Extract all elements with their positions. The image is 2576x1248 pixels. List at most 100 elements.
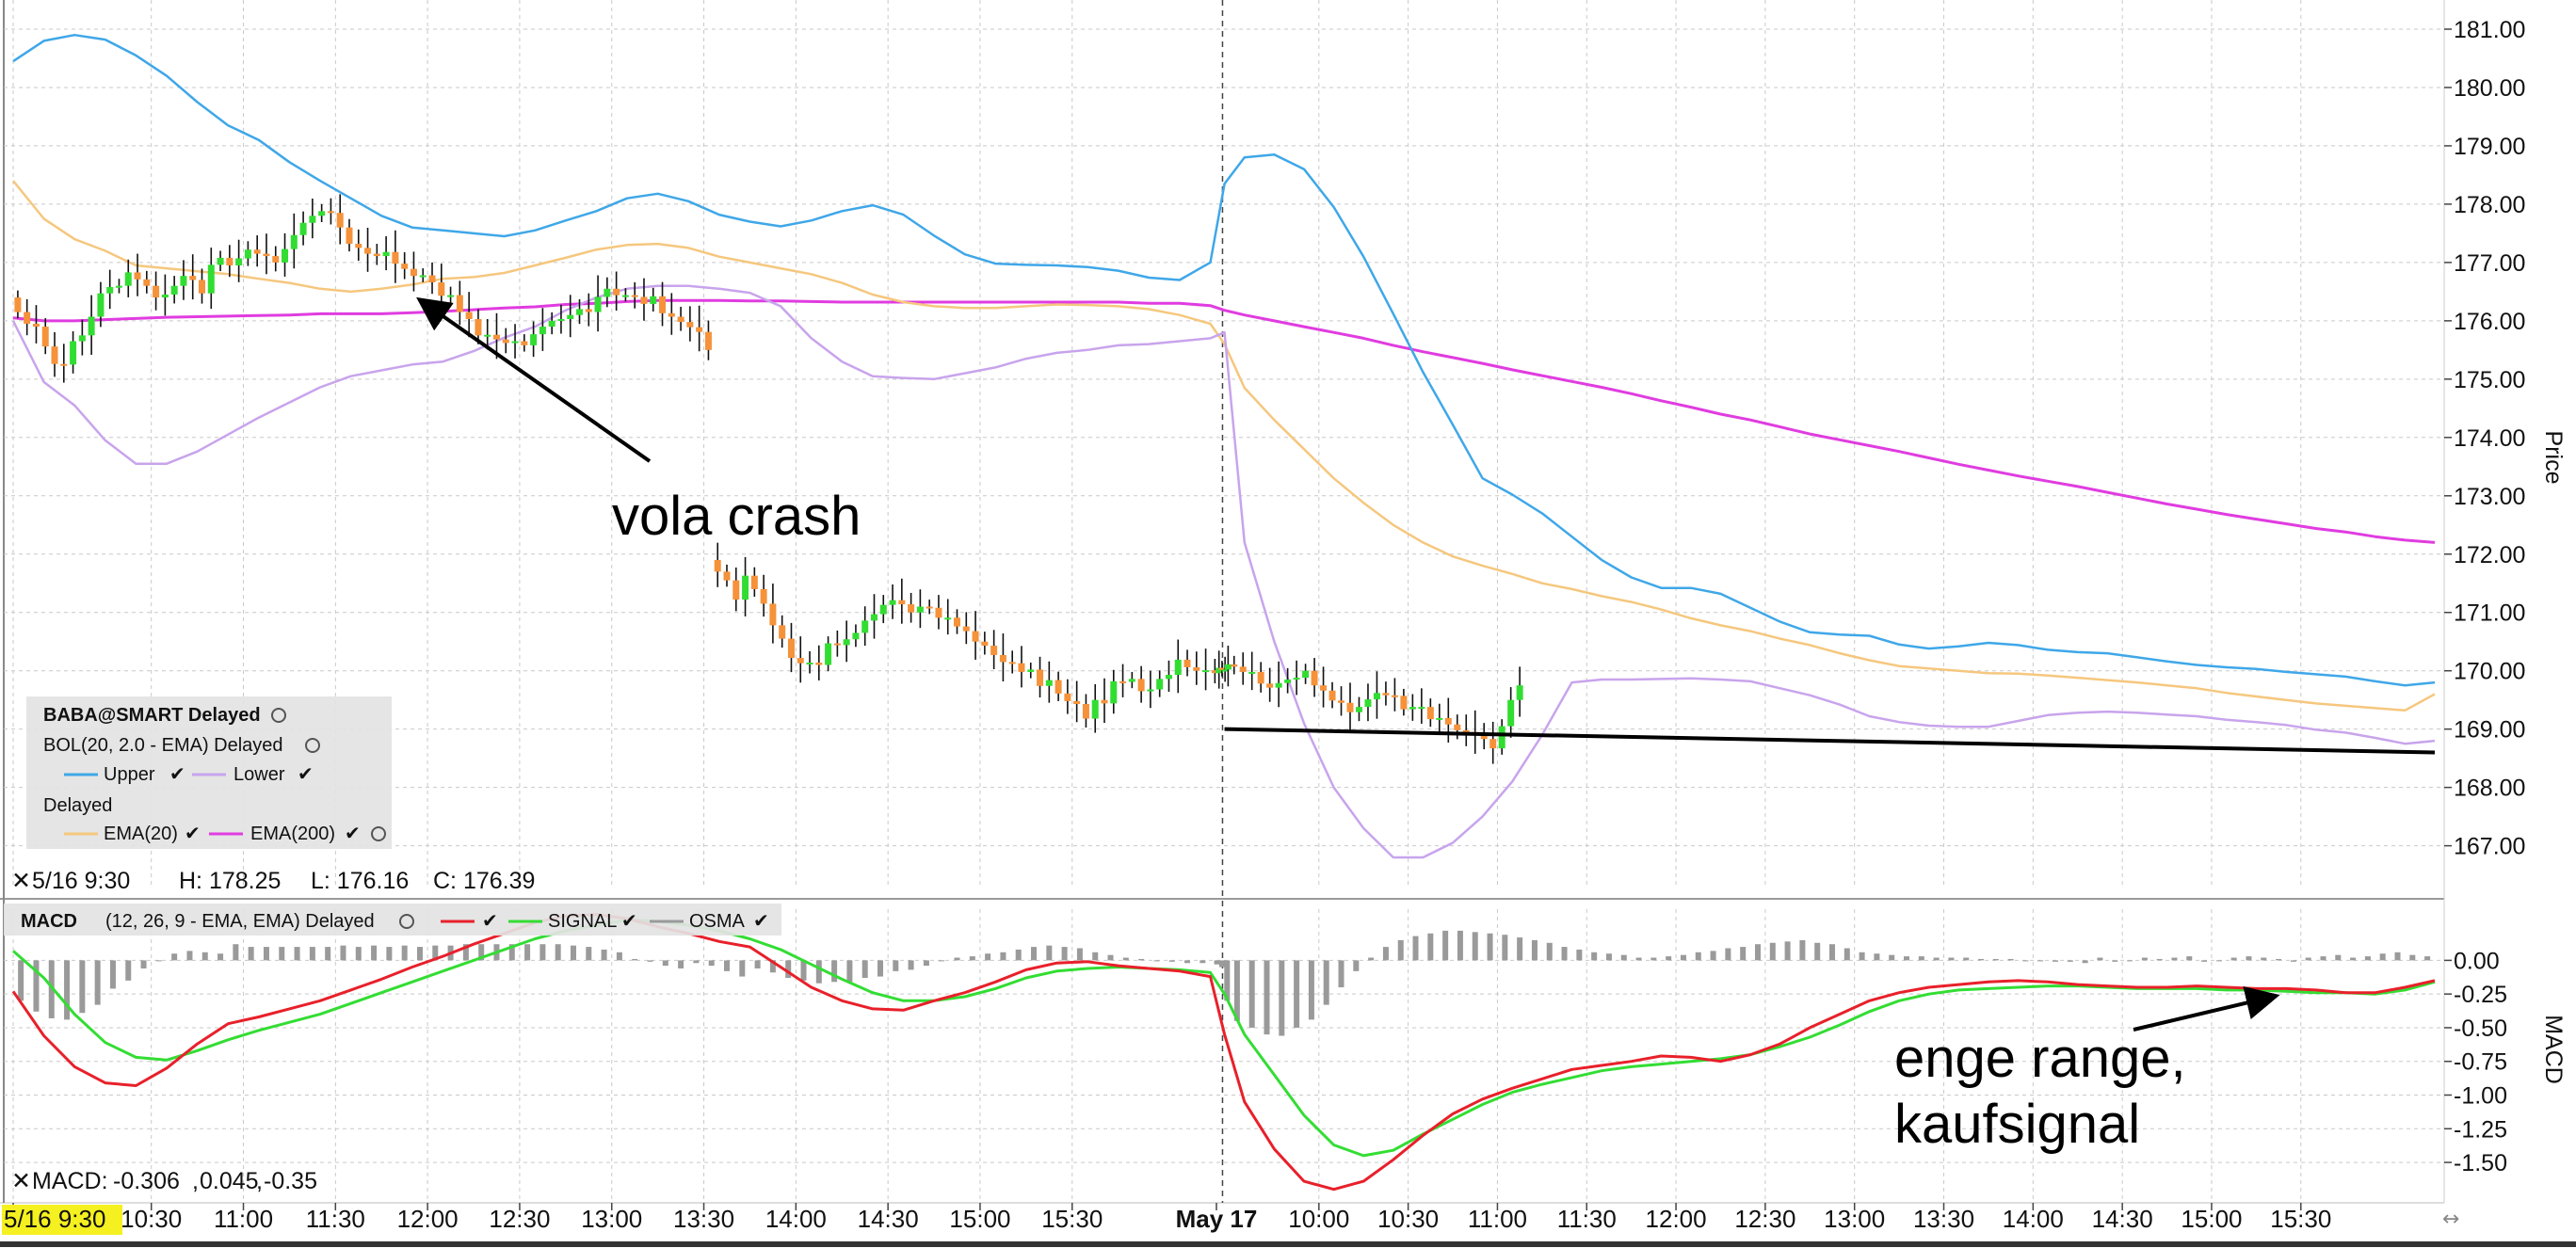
candle-down (1462, 729, 1470, 732)
macd-legend[interactable]: MACD (12, 26, 9 - EMA, EMA) Delayed ✔ SI… (4, 904, 781, 936)
candle-down (1037, 669, 1044, 686)
osma-bar (1338, 960, 1344, 988)
osma-bar (340, 945, 346, 961)
ema20-check-icon[interactable]: ✔ (185, 824, 201, 844)
osma-bar (1308, 960, 1314, 1020)
osma-bar (1799, 939, 1806, 961)
candle-down (659, 296, 667, 313)
osma-bar (2409, 954, 2416, 961)
candle-up (106, 286, 114, 294)
osma-bar (831, 960, 838, 983)
osma-bar (1168, 960, 1175, 962)
candle-up (852, 632, 860, 640)
candle-up (382, 251, 390, 257)
candle-down (750, 575, 758, 589)
candle-down (640, 296, 648, 304)
candle-down (815, 663, 823, 665)
ema200-check-icon[interactable]: ✔ (345, 824, 361, 844)
legend-gear-icon[interactable] (271, 708, 286, 723)
macd-params: (12, 26, 9 - EMA, EMA) Delayed (105, 911, 375, 932)
candle-down (631, 295, 638, 297)
osma-bar (1695, 952, 1701, 961)
lower-check-icon[interactable]: ✔ (298, 764, 314, 785)
macd-gear-icon[interactable] (399, 914, 414, 929)
signal-check-icon[interactable]: ✔ (621, 911, 637, 932)
candle-down (253, 249, 261, 254)
price-tick-label: 178.00 (2454, 192, 2525, 218)
time-tick-label: 13:00 (1824, 1205, 1885, 1233)
osma-bar (371, 945, 378, 961)
macd-tick-label: -0.25 (2454, 982, 2507, 1008)
candle-up (180, 276, 187, 286)
candle-up (78, 335, 86, 342)
trendline (1224, 727, 2436, 755)
osma-bar (555, 944, 561, 961)
time-tick-label: 5/16 9:30 (4, 1205, 105, 1233)
osma-bar (2141, 957, 2148, 961)
ema-gear-icon[interactable] (371, 826, 386, 841)
osma-bar (2127, 960, 2133, 962)
candle-up (419, 275, 427, 278)
time-tick-label: 11:30 (1557, 1205, 1617, 1233)
osma-bar (1487, 933, 1493, 961)
bol-gear-icon[interactable] (305, 738, 320, 753)
osma-bar (2424, 956, 2431, 961)
scroll-arrow-icon[interactable]: ↔ (2442, 1208, 2459, 1231)
macd-readout-osma: -0.35 (264, 1168, 317, 1194)
candle-down (935, 607, 942, 618)
candle-up (70, 341, 77, 365)
macd-title: MACD (21, 911, 77, 932)
candle-down (336, 213, 344, 228)
upper-check-icon[interactable]: ✔ (169, 764, 185, 785)
candle-up (282, 248, 289, 263)
time-tick-label: 13:00 (581, 1205, 642, 1233)
macd-readout-close-icon[interactable]: ✕ (11, 1168, 31, 1194)
readout-close-icon[interactable]: ✕ (11, 868, 31, 894)
osma-bar (1933, 957, 1940, 961)
osma-bar (662, 960, 668, 967)
osma-bar (586, 947, 592, 961)
candle-up (97, 293, 105, 317)
candle-up (170, 285, 178, 295)
osma-bar (1397, 939, 1404, 961)
candle-up (207, 264, 215, 294)
readout-high: H: 178.25 (179, 868, 281, 894)
bol-lower-line (11, 284, 2436, 859)
candle-down (1239, 666, 1247, 672)
candle-down (272, 256, 280, 263)
bol-upper-line (12, 33, 2436, 687)
osma-bar (79, 960, 86, 1014)
candle-up (742, 575, 749, 600)
osma-bar (1918, 956, 1924, 961)
osma-bar (186, 951, 193, 961)
osma-bar (1046, 945, 1053, 961)
candle-down (1183, 659, 1191, 667)
candle-down (60, 363, 68, 366)
candle-up (539, 327, 546, 335)
candle-down (613, 288, 620, 296)
price-legend[interactable]: BABA@SMART Delayed BOL(20, 2.0 - EMA) De… (26, 696, 392, 849)
macd-readout-comma2: , (256, 1168, 263, 1194)
candle-up (1156, 679, 1164, 690)
annotation-enge-text1: enge range, (1894, 1028, 2186, 1089)
candle-down (1454, 724, 1461, 730)
candle-down (668, 312, 675, 317)
osma-bar (2320, 956, 2326, 961)
osma-bar (1153, 960, 1160, 962)
macd-tick-label: -0.75 (2454, 1049, 2507, 1076)
macd-axis-title: MACD (2540, 1015, 2567, 1084)
candle-up (161, 294, 169, 298)
osma-bar (723, 960, 730, 971)
osma-check-icon[interactable]: ✔ (753, 911, 769, 932)
candle-down (972, 631, 979, 642)
candle-up (299, 222, 307, 235)
osma-bar (2379, 953, 2386, 961)
osma-bar (1635, 957, 1642, 961)
support-trendline (1224, 727, 2436, 755)
candle-down (392, 251, 399, 264)
time-tick-label: 13:30 (673, 1205, 734, 1233)
price-tick-label: 180.00 (2454, 75, 2525, 102)
macd-check-icon[interactable]: ✔ (482, 911, 498, 932)
osma-bar (1214, 960, 1220, 965)
candle-down (456, 295, 463, 312)
